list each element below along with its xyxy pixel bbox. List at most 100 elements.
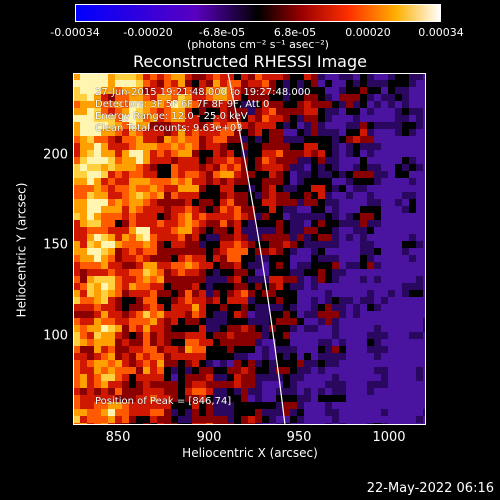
image-pixel <box>409 409 416 416</box>
image-pixel <box>262 122 269 129</box>
image-pixel <box>129 220 136 227</box>
image-pixel <box>178 150 185 157</box>
image-pixel <box>318 178 325 185</box>
image-pixel <box>199 276 206 283</box>
image-pixel <box>80 388 87 395</box>
image-pixel <box>395 339 402 346</box>
image-pixel <box>206 101 213 108</box>
image-pixel <box>360 80 367 87</box>
image-pixel <box>241 185 248 192</box>
image-pixel <box>73 164 80 171</box>
plot-timestamp: 22-May-2022 06:16 <box>366 481 494 496</box>
image-pixel <box>73 304 80 311</box>
image-pixel <box>80 94 87 101</box>
image-pixel <box>185 157 192 164</box>
image-pixel <box>346 80 353 87</box>
image-pixel <box>248 94 255 101</box>
image-pixel <box>269 157 276 164</box>
image-pixel <box>248 402 255 409</box>
image-pixel <box>213 192 220 199</box>
image-pixel <box>423 129 426 136</box>
image-pixel <box>367 248 374 255</box>
image-pixel <box>318 346 325 353</box>
image-pixel <box>234 353 241 360</box>
image-pixel <box>143 220 150 227</box>
image-pixel <box>101 143 108 150</box>
image-pixel <box>416 325 423 332</box>
image-pixel <box>164 213 171 220</box>
image-pixel <box>101 276 108 283</box>
image-pixel <box>388 283 395 290</box>
image-pixel <box>332 199 339 206</box>
image-pixel <box>332 178 339 185</box>
image-pixel <box>234 122 241 129</box>
image-pixel <box>220 129 227 136</box>
image-pixel <box>381 87 388 94</box>
image-pixel <box>283 353 290 360</box>
image-pixel <box>367 108 374 115</box>
image-pixel <box>199 94 206 101</box>
image-pixel <box>129 73 136 80</box>
image-pixel <box>290 402 297 409</box>
image-pixel <box>297 353 304 360</box>
image-pixel <box>108 290 115 297</box>
image-pixel <box>122 297 129 304</box>
image-pixel <box>178 73 185 80</box>
image-pixel <box>325 80 332 87</box>
image-pixel <box>220 220 227 227</box>
image-pixel <box>87 171 94 178</box>
image-pixel <box>143 157 150 164</box>
image-pixel <box>262 402 269 409</box>
image-pixel <box>388 227 395 234</box>
image-pixel <box>304 122 311 129</box>
image-pixel <box>143 206 150 213</box>
image-pixel <box>164 262 171 269</box>
image-pixel <box>248 185 255 192</box>
image-pixel <box>115 171 122 178</box>
image-pixel <box>136 409 143 416</box>
image-pixel <box>304 213 311 220</box>
image-pixel <box>73 94 80 101</box>
image-pixel <box>115 241 122 248</box>
image-pixel <box>178 206 185 213</box>
image-pixel <box>178 101 185 108</box>
image-pixel <box>157 136 164 143</box>
image-pixel <box>150 171 157 178</box>
image-pixel <box>248 80 255 87</box>
image-pixel <box>360 73 367 80</box>
image-pixel <box>80 150 87 157</box>
image-pixel <box>241 395 248 402</box>
image-pixel <box>143 185 150 192</box>
image-pixel <box>283 304 290 311</box>
image-pixel <box>108 304 115 311</box>
image-pixel <box>297 381 304 388</box>
image-pixel <box>129 87 136 94</box>
image-pixel <box>101 115 108 122</box>
image-pixel <box>276 143 283 150</box>
image-pixel <box>164 318 171 325</box>
image-pixel <box>150 157 157 164</box>
image-pixel <box>416 297 423 304</box>
image-pixel <box>150 241 157 248</box>
image-pixel <box>248 241 255 248</box>
image-pixel <box>150 339 157 346</box>
image-pixel <box>101 150 108 157</box>
image-pixel <box>304 269 311 276</box>
image-pixel <box>157 332 164 339</box>
image-pixel <box>101 129 108 136</box>
image-pixel <box>157 164 164 171</box>
image-pixel <box>395 353 402 360</box>
image-pixel <box>87 80 94 87</box>
image-pixel <box>143 234 150 241</box>
image-pixel <box>178 416 185 423</box>
image-pixel <box>374 290 381 297</box>
image-pixel <box>192 255 199 262</box>
image-pixel <box>269 199 276 206</box>
image-pixel <box>150 234 157 241</box>
image-pixel <box>346 339 353 346</box>
image-pixel <box>157 360 164 367</box>
image-pixel <box>164 241 171 248</box>
image-pixel <box>171 136 178 143</box>
image-pixel <box>311 108 318 115</box>
image-pixel <box>367 353 374 360</box>
